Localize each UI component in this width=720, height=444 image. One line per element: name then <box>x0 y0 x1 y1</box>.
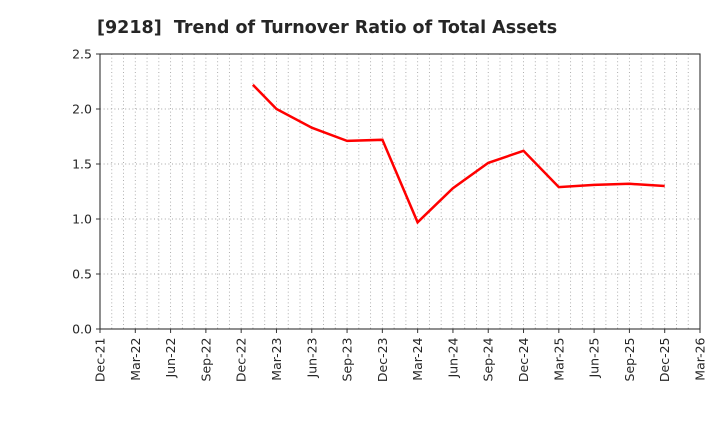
x-tick-label: Mar-23 <box>269 338 284 381</box>
x-tick-label: Jun-23 <box>304 338 319 379</box>
x-tick-label: Jun-22 <box>163 338 178 379</box>
y-tick-label: 2.5 <box>72 46 92 61</box>
x-tick-label: Mar-24 <box>410 337 425 380</box>
x-tick-label: Mar-26 <box>693 337 708 380</box>
x-tick-label: Sep-24 <box>481 337 496 381</box>
y-tick-label: 1.0 <box>72 211 92 226</box>
x-tick-label: Dec-21 <box>93 338 108 383</box>
x-tick-label: Mar-22 <box>128 338 143 381</box>
x-tick-label: Dec-24 <box>516 337 531 382</box>
x-tick-label: Dec-22 <box>234 338 249 383</box>
x-tick-label: Dec-25 <box>657 338 672 383</box>
y-tick-label: 2.0 <box>72 101 92 116</box>
series-line <box>252 83 665 225</box>
x-tick-label: Jun-24 <box>445 337 460 378</box>
x-tick-label: Jun-25 <box>587 338 602 379</box>
y-tick-label: 1.5 <box>72 156 92 171</box>
y-tick-label: 0.5 <box>72 266 92 281</box>
x-tick-label: Mar-25 <box>551 338 566 381</box>
x-tick-label: Sep-22 <box>198 338 213 382</box>
plot-border <box>99 53 701 330</box>
chart-title: [9218] Trend of Turnover Ratio of Total … <box>97 18 557 38</box>
y-tick-label: 0.0 <box>72 321 92 336</box>
x-tick-label: Dec-23 <box>375 338 390 383</box>
x-tick-label: Sep-23 <box>340 338 355 382</box>
x-tick-label: Sep-25 <box>622 338 637 382</box>
